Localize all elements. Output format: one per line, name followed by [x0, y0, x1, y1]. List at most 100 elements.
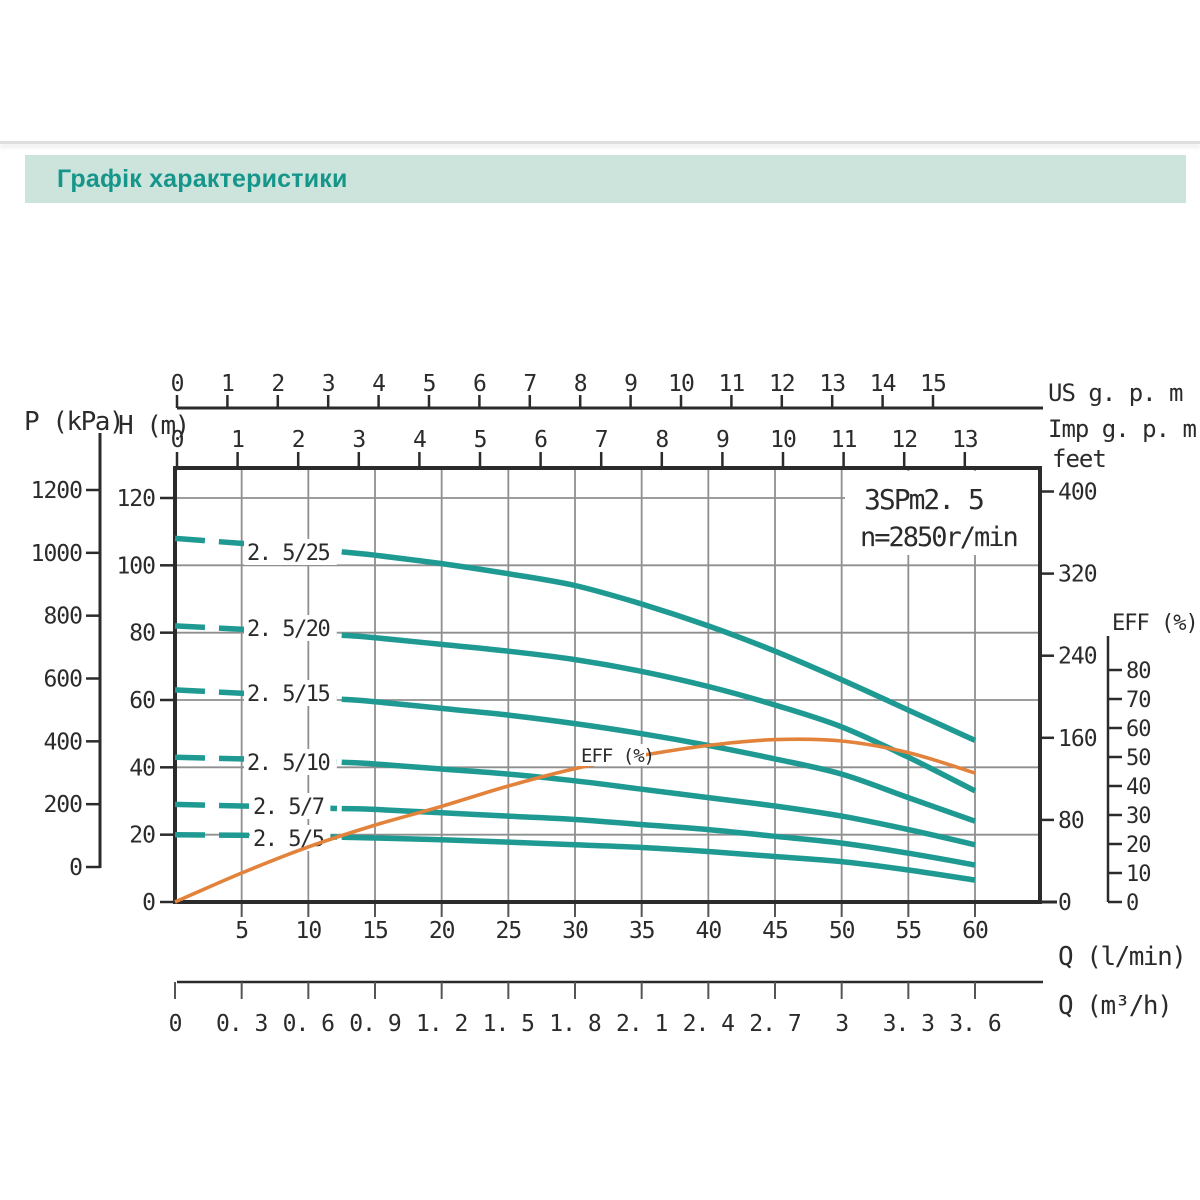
- pump-curve-25-20: [341, 632, 977, 794]
- imp-gpm-tick-label: 9: [716, 427, 729, 453]
- imp-gpm-tick-label: 12: [891, 427, 917, 453]
- h-axis-label: H (m): [118, 411, 189, 441]
- page-title: Графік характеристики: [57, 164, 348, 193]
- imp-gpm-tick-label: 0: [171, 427, 184, 453]
- curve-label: 2. 5/5: [253, 827, 324, 852]
- eff-axis-label: EFF (%): [1112, 611, 1198, 636]
- eff-tick-label: 60: [1126, 717, 1151, 742]
- imp-gpm-tick-label: 10: [770, 427, 796, 453]
- m3h-tick-label: 0. 9: [349, 1011, 401, 1037]
- curve-label: 2. 5/10: [247, 751, 329, 776]
- m3h-tick-label: 0. 3: [216, 1011, 268, 1037]
- us-gpm-tick-label: 5: [423, 371, 436, 397]
- curve-label-bg: [250, 825, 331, 851]
- q-m3h-axis-label: Q (m³/h): [1058, 991, 1171, 1021]
- p-tick-label: 400: [43, 729, 82, 755]
- us-gpm-tick-label: 4: [372, 371, 385, 397]
- h-tick-label: 60: [129, 688, 155, 714]
- feet-tick-label: 160: [1058, 726, 1097, 752]
- pump-curve-25-15: [341, 696, 976, 824]
- m3h-tick-label: 0: [169, 1011, 182, 1037]
- curve-label-bg: [244, 749, 337, 775]
- m3h-tick-label: 1. 2: [416, 1011, 467, 1037]
- eff-curve-label-bg: [576, 744, 646, 766]
- us-gpm-tick-label: 3: [322, 371, 335, 397]
- m3h-tick-label: 2. 4: [683, 1011, 735, 1037]
- h-tick-label: 40: [129, 755, 155, 781]
- eff-tick-label: 40: [1126, 775, 1151, 800]
- h-tick-label: 100: [116, 553, 155, 579]
- curve-label: 2. 5/25: [247, 541, 329, 566]
- feet-tick-label: 240: [1058, 644, 1097, 670]
- us-gpm-tick-label: 1: [221, 371, 234, 397]
- m3h-tick-label: 1. 8: [549, 1011, 601, 1037]
- eff-tick-label: 70: [1126, 688, 1151, 713]
- us-gpm-axis-label: US g. p. m: [1048, 379, 1183, 407]
- eff-tick-label: 20: [1126, 833, 1151, 858]
- p-tick-label: 1200: [31, 478, 83, 504]
- speed-label: n=2850r/min: [860, 522, 1017, 553]
- us-gpm-tick-label: 10: [668, 371, 694, 397]
- curve-label-bg: [244, 615, 337, 641]
- h-tick-label: 120: [116, 486, 155, 512]
- feet-tick-label: 320: [1058, 562, 1097, 588]
- eff-tick-label: 0: [1126, 891, 1138, 916]
- lmin-tick-label: 20: [429, 918, 455, 944]
- curve-label: 2. 5/15: [247, 682, 329, 707]
- pump-curve-25-10: [341, 759, 976, 848]
- m3h-tick-label: 1. 5: [483, 1011, 534, 1037]
- imp-gpm-tick-label: 4: [413, 427, 426, 453]
- pump-curve-25-7: [341, 805, 976, 868]
- efficiency-curve: [174, 737, 976, 904]
- curve-label-bg: [244, 680, 337, 706]
- us-gpm-tick-label: 9: [624, 371, 637, 397]
- pump-curve-25-5: [341, 834, 976, 883]
- us-gpm-tick-label: 8: [574, 371, 587, 397]
- lmin-tick-label: 15: [362, 918, 388, 944]
- lmin-tick-label: 30: [562, 918, 588, 944]
- eff-curve-label: EFF (%): [581, 745, 654, 767]
- h-tick-label: 20: [129, 823, 155, 849]
- m3h-tick-label: 2. 7: [749, 1011, 801, 1037]
- imp-gpm-tick-label: 6: [534, 427, 547, 453]
- m3h-tick-label: 3. 6: [949, 1011, 1001, 1037]
- imp-gpm-tick-label: 13: [952, 427, 978, 453]
- eff-tick-label: 30: [1126, 804, 1151, 829]
- q-lmin-axis-label: Q (l/min): [1058, 942, 1185, 972]
- us-gpm-tick-label: 11: [719, 371, 745, 397]
- eff-tick-label: 50: [1126, 746, 1151, 771]
- feet-tick-label: 0: [1058, 890, 1071, 916]
- us-gpm-tick-label: 7: [523, 371, 536, 397]
- curve-label-bg: [244, 539, 337, 565]
- model-box: [845, 471, 1038, 555]
- pump-curve-25-25: [341, 549, 977, 743]
- imp-gpm-tick-label: 7: [595, 427, 608, 453]
- p-tick-label: 200: [43, 792, 82, 818]
- lmin-tick-label: 40: [695, 918, 721, 944]
- m3h-tick-label: 2. 1: [616, 1011, 668, 1037]
- imp-gpm-tick-label: 11: [831, 427, 857, 453]
- us-gpm-tick-label: 14: [870, 371, 896, 397]
- lmin-tick-label: 50: [829, 918, 855, 944]
- p-tick-label: 600: [43, 666, 82, 692]
- imp-gpm-tick-label: 2: [292, 427, 305, 453]
- feet-tick-label: 400: [1058, 480, 1097, 506]
- lmin-tick-label: 35: [629, 918, 655, 944]
- lmin-tick-label: 25: [495, 918, 521, 944]
- model-label: 3SPm2. 5: [864, 483, 983, 516]
- m3h-tick-label: 3: [835, 1011, 848, 1037]
- imp-gpm-tick-label: 1: [231, 427, 244, 453]
- us-gpm-tick-label: 13: [819, 371, 845, 397]
- h-tick-label: 80: [129, 621, 155, 647]
- us-gpm-tick-label: 2: [271, 371, 284, 397]
- imp-gpm-tick-label: 3: [352, 427, 365, 453]
- section-header: Графік характеристики: [25, 155, 1186, 203]
- feet-tick-label: 80: [1058, 808, 1084, 834]
- m3h-tick-label: 3. 3: [883, 1011, 935, 1037]
- us-gpm-tick-label: 15: [920, 371, 946, 397]
- imp-gpm-axis-label: Imp g. p. m: [1048, 415, 1196, 443]
- plot-frame: [173, 466, 1042, 904]
- m3h-tick-label: 0. 6: [283, 1011, 335, 1037]
